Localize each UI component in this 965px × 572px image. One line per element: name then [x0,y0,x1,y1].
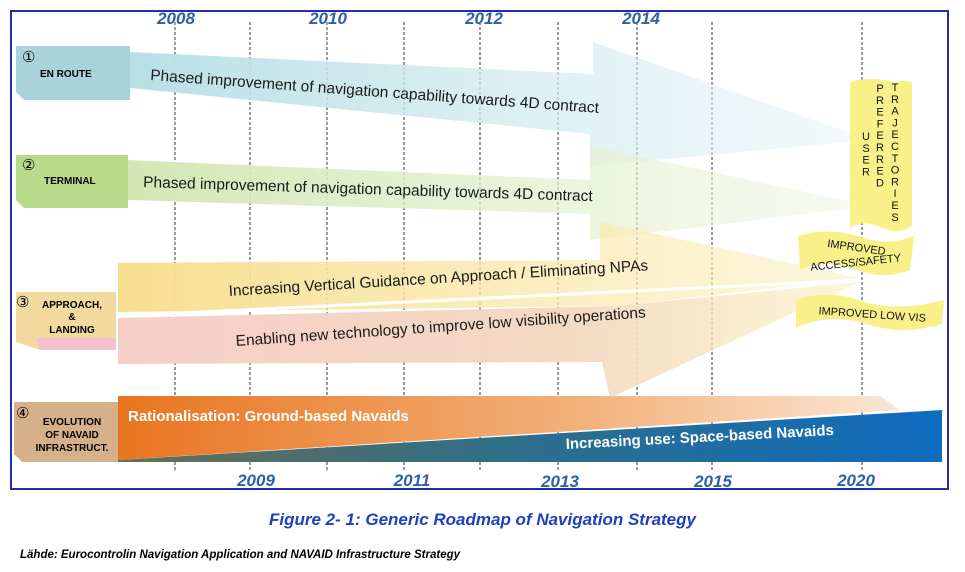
navaid-tab [14,402,118,462]
lane-number-2: ② [22,157,35,174]
lane-number-4: ④ [16,405,29,422]
trajectory-letter: R [891,94,899,106]
ground-navaids-bar [118,396,900,460]
en-route-arrow [130,42,870,166]
year-label-2011: 2011 [393,471,431,490]
trajectory-letter: E [876,107,883,119]
trajectory-letter: U [862,131,870,143]
trajectory-letter: E [891,129,898,141]
trajectory-letter: R [862,166,870,178]
navaid-label-line3: INFRASTRUCT. [36,443,109,454]
trajectory-letter: S [891,212,898,224]
trajectory-letter: S [862,143,869,155]
year-label-2012: 2012 [464,9,503,28]
user-preferred-banner [850,79,912,231]
low-vis-banner [796,294,944,330]
trajectory-letter: F [877,118,884,130]
ground-navaids-text: Rationalisation: Ground-based Navaids [128,408,409,425]
trajectory-letter: E [891,200,898,212]
approach-tab-accent [36,338,116,350]
trajectory-letter: D [876,177,884,189]
approach-label-line1: APPROACH, [42,300,102,311]
year-label-2014: 2014 [621,9,660,28]
trajectory-letter: T [892,153,899,165]
trajectory-letter: E [862,155,869,167]
navaid-label-line2: OF NAVAID [45,430,99,441]
terminal-arrow [128,146,872,240]
trajectory-letter: O [891,165,900,177]
trajectory-letter: R [876,154,884,166]
en-route-tab [16,46,130,100]
trajectory-letter: P [876,83,883,95]
access-safety-banner [798,231,914,275]
low-visibility-arrow [118,282,860,398]
year-label-2009: 2009 [236,471,275,490]
trajectory-letter: I [893,188,896,200]
trajectory-letter: A [891,106,899,118]
figure-caption: Figure 2- 1: Generic Roadmap of Navigati… [269,510,696,529]
year-label-2013: 2013 [540,472,579,491]
trajectory-letter: R [876,142,884,154]
year-label-2010: 2010 [308,9,347,28]
lane-number-3: ③ [16,294,29,311]
approach-tab [16,292,116,350]
trajectory-letter: J [892,117,898,129]
year-label-2015: 2015 [693,472,732,491]
approach-divider [117,278,861,318]
terminal-label: TERMINAL [44,176,96,187]
trajectory-letter: E [876,166,883,178]
space-navaids-bar [118,410,942,462]
trajectory-letter: R [876,95,884,107]
trajectory-letter: E [876,130,883,142]
approach-label-line2: & [68,312,75,323]
navaid-label-line1: EVOLUTION [43,417,101,428]
source-note: Lähde: Eurocontrolin Navigation Applicat… [20,549,461,561]
trajectory-letter: C [891,141,899,153]
approach-label-line3: LANDING [49,325,95,336]
en-route-label: EN ROUTE [40,69,92,80]
trajectory-letter: R [891,176,899,188]
terminal-tab [16,155,128,208]
lane-number-1: ① [22,49,35,66]
year-label-2008: 2008 [156,9,195,28]
trajectory-letter: T [892,82,899,94]
year-label-2020: 2020 [836,471,875,490]
